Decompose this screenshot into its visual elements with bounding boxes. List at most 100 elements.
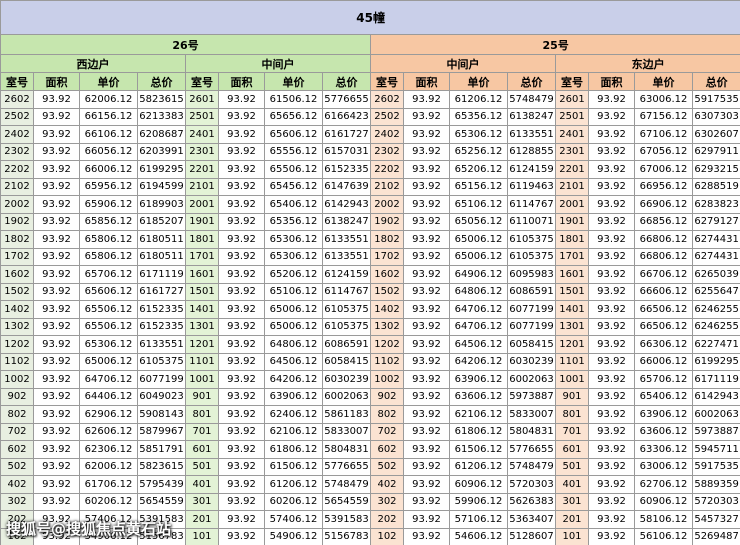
data-cell: 62306.12 (79, 440, 138, 459)
data-cell: 93.92 (403, 370, 450, 389)
room-cell: 2602 (0, 90, 34, 109)
data-cell: 6030239 (322, 370, 371, 389)
data-cell: 65206.12 (449, 160, 508, 179)
data-cell: 93.92 (33, 265, 80, 284)
data-cell: 64706.12 (79, 370, 138, 389)
data-cell: 93.92 (588, 160, 635, 179)
data-cell: 58106.12 (634, 510, 693, 529)
data-cell: 57406.12 (264, 510, 323, 529)
table-row: 802 93.92 62906.12 5908143 801 93.92 62406.12 5… (0, 405, 740, 424)
data-cell: 93.92 (588, 510, 635, 529)
data-cell: 5908143 (137, 405, 186, 424)
data-cell: 93.92 (588, 440, 635, 459)
data-cell: 5626383 (507, 492, 556, 511)
data-cell: 65806.12 (79, 247, 138, 266)
section-header: 东边户 (554, 54, 740, 73)
room-cell: 1402 (370, 300, 404, 319)
data-cell: 93.92 (588, 492, 635, 511)
room-cell: 2302 (370, 142, 404, 161)
table-row: 1402 93.92 65506.12 6152335 1401 93.92 65006.1… (0, 300, 740, 319)
room-cell: 2401 (185, 125, 219, 144)
data-cell: 6152335 (137, 317, 186, 336)
data-cell: 93.92 (588, 457, 635, 476)
room-cell: 1302 (370, 317, 404, 336)
room-cell: 1302 (0, 317, 34, 336)
data-cell: 93.92 (403, 107, 450, 126)
data-cell: 67056.12 (634, 142, 693, 161)
data-cell: 93.92 (403, 90, 450, 109)
column-row: 室号 面积 单价 总价 室号 面积 单价 总价 室号 面积 单价 总价 室号 面积 单价 总价 (0, 72, 740, 91)
data-cell: 6077199 (507, 317, 556, 336)
room-cell: 2101 (185, 177, 219, 196)
data-cell: 59906.12 (449, 492, 508, 511)
data-cell: 6293215 (691, 160, 740, 179)
data-cell: 6307303 (691, 107, 740, 126)
room-cell: 1301 (185, 317, 219, 336)
data-cell: 65106.12 (449, 195, 508, 214)
data-cell: 6297911 (691, 142, 740, 161)
data-cell: 5973887 (507, 387, 556, 406)
data-cell: 6152335 (137, 300, 186, 319)
data-cell: 66306.12 (634, 335, 693, 354)
data-cell: 6274431 (691, 230, 740, 249)
data-cell: 93.92 (33, 335, 80, 354)
data-cell: 62006.12 (79, 457, 138, 476)
room-cell: 1501 (185, 282, 219, 301)
data-cell: 5363407 (507, 510, 556, 529)
data-cell: 66006.12 (634, 352, 693, 371)
data-cell: 5776655 (507, 440, 556, 459)
column-header: 面积 (33, 72, 80, 91)
data-cell: 93.92 (33, 370, 80, 389)
data-cell: 93.92 (403, 282, 450, 301)
table-row: 2502 93.92 66156.12 6213383 2501 93.92 65656.1… (0, 107, 740, 126)
data-cell: 61506.12 (264, 457, 323, 476)
data-cell: 6255647 (691, 282, 740, 301)
room-cell: 1602 (0, 265, 34, 284)
data-cell: 66806.12 (634, 230, 693, 249)
table-title: 45幢 (0, 0, 740, 35)
data-cell: 93.92 (588, 230, 635, 249)
data-cell: 6133551 (137, 335, 186, 354)
data-cell: 93.92 (403, 405, 450, 424)
room-cell: 2301 (185, 142, 219, 161)
room-cell: 601 (555, 440, 589, 459)
data-cell: 66156.12 (79, 107, 138, 126)
data-cell: 93.92 (33, 317, 80, 336)
data-cell: 6002063 (322, 387, 371, 406)
watermark: 搜狐号@搜狐焦点黄石站 (6, 520, 172, 538)
data-cell: 6138247 (322, 212, 371, 231)
data-cell: 93.92 (403, 317, 450, 336)
data-cell: 93.92 (218, 160, 265, 179)
data-cell: 66106.12 (79, 125, 138, 144)
data-cell: 64506.12 (264, 352, 323, 371)
data-cell: 65306.12 (449, 125, 508, 144)
data-cell: 93.92 (403, 212, 450, 231)
data-cell: 65356.12 (449, 107, 508, 126)
room-cell: 2002 (0, 195, 34, 214)
data-cell: 5748479 (507, 90, 556, 109)
data-cell: 93.92 (33, 300, 80, 319)
table-row: 2202 93.92 66006.12 6199295 2201 93.92 65506.1… (0, 160, 740, 179)
data-cell: 6105375 (507, 230, 556, 249)
data-cell: 65206.12 (264, 265, 323, 284)
data-cell: 5917535 (691, 457, 740, 476)
title-row: 45幢 (0, 0, 740, 35)
room-cell: 1401 (185, 300, 219, 319)
data-cell: 65506.12 (79, 317, 138, 336)
data-cell: 6227471 (691, 335, 740, 354)
room-cell: 1001 (185, 370, 219, 389)
data-cell: 93.92 (403, 195, 450, 214)
data-cell: 57106.12 (449, 510, 508, 529)
room-cell: 2501 (555, 107, 589, 126)
data-cell: 93.92 (33, 457, 80, 476)
data-cell: 65656.12 (264, 107, 323, 126)
data-cell: 93.92 (403, 160, 450, 179)
room-cell: 1201 (555, 335, 589, 354)
data-cell: 5156783 (322, 527, 371, 545)
data-cell: 93.92 (588, 317, 635, 336)
data-cell: 6114767 (322, 282, 371, 301)
data-cell: 6049023 (137, 387, 186, 406)
table-row: 602 93.92 62306.12 5851791 601 93.92 61806.12 5… (0, 440, 740, 459)
room-cell: 602 (370, 440, 404, 459)
room-cell: 1702 (370, 247, 404, 266)
